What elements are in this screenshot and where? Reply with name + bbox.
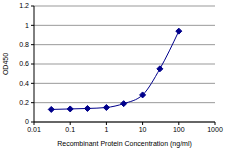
svg-text:0.8: 0.8: [19, 41, 29, 48]
svg-text:100: 100: [173, 126, 185, 133]
svg-text:1: 1: [104, 126, 108, 133]
svg-text:1.2: 1.2: [19, 2, 29, 9]
svg-text:0.4: 0.4: [19, 80, 29, 87]
svg-text:1000: 1000: [207, 126, 217, 133]
svg-text:0.6: 0.6: [19, 60, 29, 67]
svg-text:0: 0: [25, 118, 29, 125]
svg-text:OD450: OD450: [8, 53, 9, 75]
svg-text:1: 1: [25, 22, 29, 29]
svg-text:0.01: 0.01: [27, 126, 41, 133]
svg-text:0.1: 0.1: [65, 126, 75, 133]
svg-text:10: 10: [139, 126, 147, 133]
svg-text:0.2: 0.2: [19, 99, 29, 106]
svg-text:Recombinant Protein Concentrat: Recombinant Protein Concentration (ng/ml…: [57, 140, 192, 148]
